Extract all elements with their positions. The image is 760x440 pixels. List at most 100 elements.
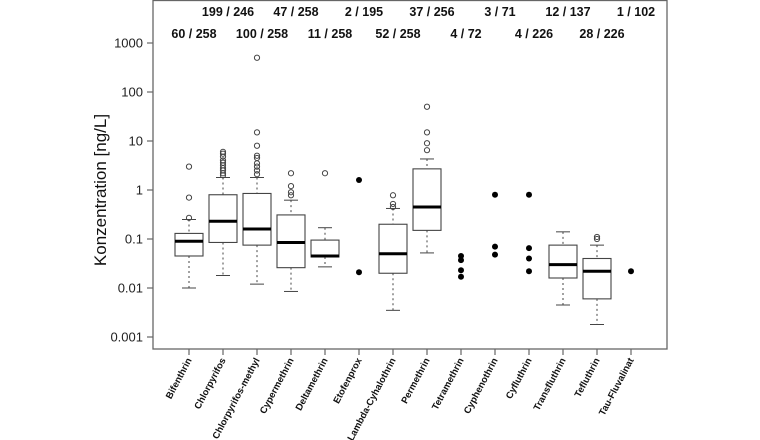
outlier-point: [287, 183, 295, 190]
iqr-box: [208, 194, 238, 244]
detection-label: 4 / 72: [450, 27, 481, 41]
x-tick-label: Cyphenothrin: [462, 356, 501, 416]
y-tick-label: 1: [136, 183, 143, 198]
x-tick-label: Chlorpyrifos: [192, 356, 228, 411]
boxes: [174, 54, 634, 325]
iqr-box: [242, 192, 272, 246]
y-tick-label: 0.1: [125, 232, 143, 247]
y-axis: 1000 100 10 1 0.1 0.01 0.001: [110, 36, 153, 345]
outlier-point: [219, 148, 227, 155]
data-point: [458, 257, 464, 264]
detection-label: 11 / 258: [308, 27, 353, 41]
box-bifenthrin: [174, 163, 204, 289]
box-tetramethrin: [458, 252, 464, 280]
box-tefluthrin: [582, 233, 612, 325]
detection-label: 3 / 71: [484, 5, 515, 19]
x-tick-label: Permethrin: [399, 356, 432, 406]
data-point: [458, 267, 464, 274]
outlier-point: [253, 54, 261, 61]
box-lambda-cyhalothrin: [378, 192, 408, 311]
detection-label: 1 / 102: [617, 5, 655, 19]
detection-label: 60 / 258: [171, 27, 216, 41]
outlier-point: [287, 170, 295, 177]
data-point: [492, 191, 498, 198]
box-cyfluthrin: [526, 191, 532, 275]
outlier-point: [593, 233, 601, 241]
x-tick-label: Cypermethrin: [258, 356, 297, 416]
box-deltamethrin: [310, 170, 340, 268]
x-tick-label: Bifenthrin: [164, 356, 195, 401]
outlier-point: [287, 192, 295, 199]
box-tau-fluvalinat: [628, 268, 634, 275]
outlier-point: [185, 163, 193, 170]
outlier-point: [593, 235, 601, 243]
detection-label: 12 / 137: [545, 5, 590, 19]
detection-label: 199 / 246: [202, 5, 254, 19]
box-permethrin: [412, 103, 442, 254]
y-axis-label: Konzentration [ng/L]: [91, 114, 110, 266]
x-tick-label: Cyfluthrin: [504, 356, 535, 401]
outlier-point: [185, 194, 193, 201]
y-tick-label: 0.001: [110, 330, 143, 345]
data-point: [356, 176, 362, 183]
detection-label: 4 / 226: [515, 27, 553, 41]
detection-label: 37 / 256: [409, 5, 454, 19]
x-tick-label: Tau-Fluvalinat: [597, 356, 637, 418]
outlier-point: [253, 154, 261, 162]
outlier-point: [423, 147, 431, 154]
outlier-point: [389, 200, 397, 208]
y-tick-label: 10: [129, 134, 143, 149]
detection-label: 52 / 258: [375, 27, 420, 41]
outlier-point: [253, 129, 261, 136]
detection-label: 28 / 226: [579, 27, 624, 41]
data-point: [526, 255, 532, 262]
outlier-point: [423, 129, 431, 136]
data-point: [628, 268, 634, 275]
y-tick-label: 100: [121, 85, 143, 100]
data-point: [526, 245, 532, 252]
x-tick-label: Tetramethrin: [430, 356, 467, 412]
outlier-point: [423, 140, 431, 147]
x-axis: BifenthrinChlorpyrifosChlorpyrifos-methy…: [164, 349, 637, 440]
outlier-point: [219, 157, 227, 164]
iqr-box: [174, 232, 204, 257]
outlier-point: [389, 192, 397, 199]
iqr-box: [582, 257, 612, 300]
outlier-point: [253, 171, 261, 178]
box-chlorpyrifos-methyl: [242, 54, 272, 285]
x-tick-label: Transfluthrin: [532, 356, 569, 413]
outlier-point: [321, 170, 329, 177]
data-point: [492, 251, 498, 258]
box-cyphenothrin: [492, 191, 498, 258]
data-point: [492, 243, 498, 250]
box-chlorpyrifos: [208, 148, 238, 276]
box-etofenprox: [356, 176, 362, 276]
outlier-point: [253, 160, 261, 167]
x-tick-label: Deltamethrin: [294, 356, 331, 413]
iqr-box: [548, 244, 578, 279]
outlier-point: [389, 203, 397, 211]
y-tick-label: 0.01: [118, 281, 143, 296]
iqr-box: [378, 223, 408, 274]
outlier-point: [253, 142, 261, 149]
iqr-box: [412, 168, 442, 231]
outlier-point: [423, 103, 431, 110]
outlier-point: [287, 189, 295, 196]
detection-label: 2 / 195: [345, 5, 383, 19]
outlier-point: [219, 159, 227, 166]
y-tick-label: 1000: [114, 36, 143, 51]
detection-labels: 60 / 258 199 / 246 100 / 258 47 / 258 11 / 2…: [171, 5, 655, 41]
outlier-point: [253, 152, 261, 159]
data-point: [458, 273, 464, 280]
outlier-point: [219, 150, 227, 157]
detection-label: 100 / 258: [236, 27, 288, 41]
iqr-box: [310, 239, 340, 258]
box-transfluthrin: [548, 231, 578, 306]
detection-label: 47 / 258: [273, 5, 318, 19]
x-tick-label: Tefluthrin: [573, 356, 603, 399]
outlier-point: [253, 163, 261, 170]
data-point: [526, 191, 532, 198]
data-point: [458, 252, 464, 259]
x-tick-label: Etofenprox: [331, 356, 365, 406]
